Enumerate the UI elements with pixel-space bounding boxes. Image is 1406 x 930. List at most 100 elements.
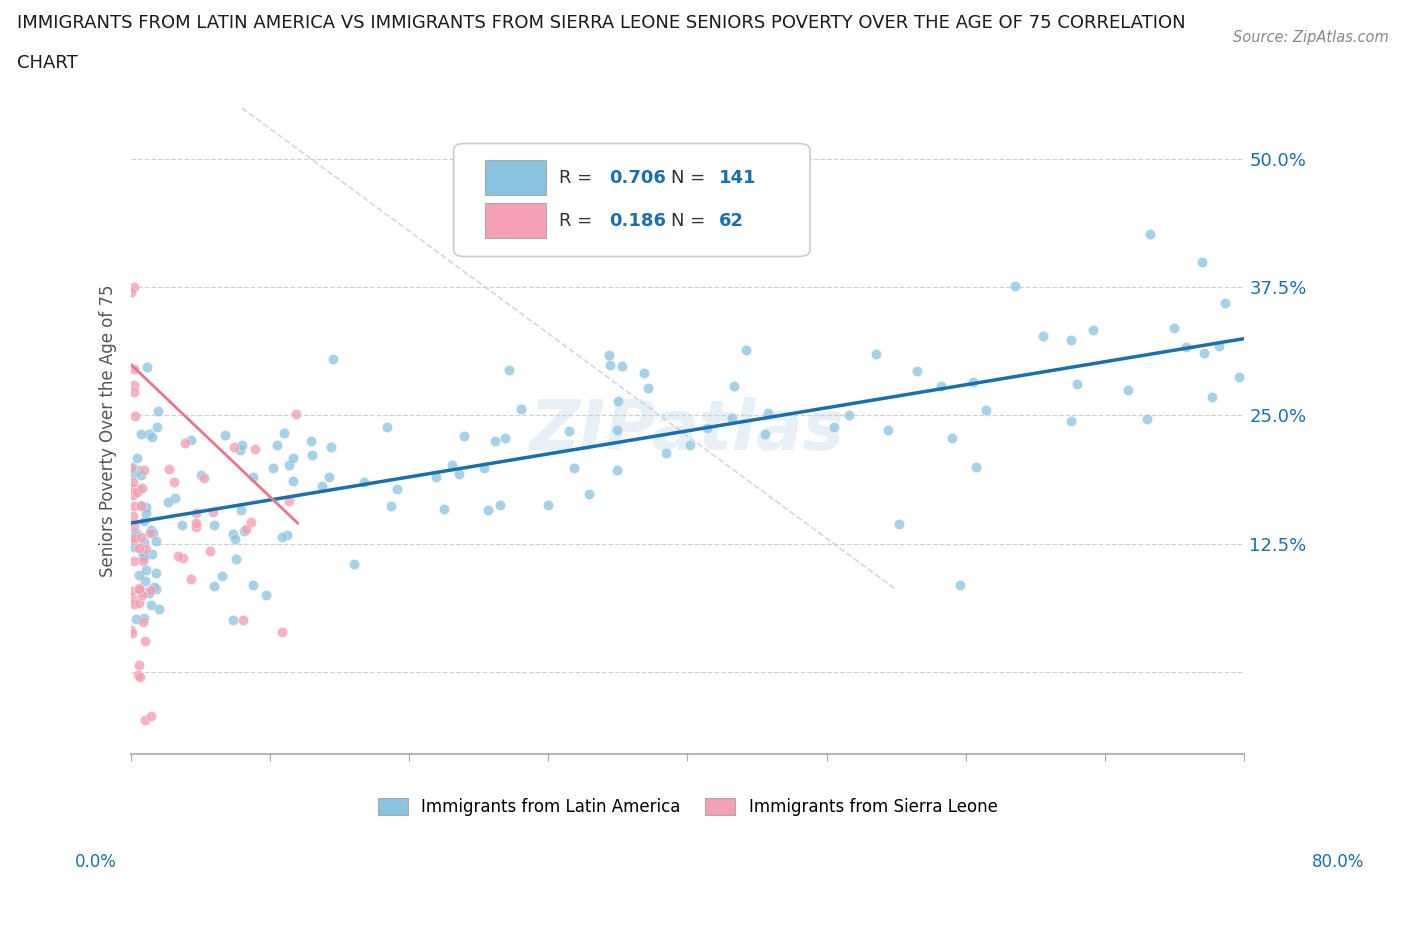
Point xyxy=(1139,226,1161,241)
Point xyxy=(823,419,845,434)
Point xyxy=(128,596,150,611)
Point xyxy=(131,481,153,496)
Text: N =: N = xyxy=(671,168,711,187)
Point xyxy=(128,483,150,498)
Point xyxy=(121,467,143,482)
Point xyxy=(277,494,299,509)
Point xyxy=(122,498,145,513)
Point xyxy=(494,431,516,445)
Point xyxy=(321,440,343,455)
Point xyxy=(607,393,630,408)
Point xyxy=(262,460,284,475)
Point xyxy=(342,556,364,571)
Point xyxy=(122,554,145,569)
Point xyxy=(606,423,628,438)
Text: 0.706: 0.706 xyxy=(610,168,666,187)
Point xyxy=(135,506,157,521)
Point xyxy=(273,426,295,441)
Point xyxy=(270,625,292,640)
Point xyxy=(172,518,194,533)
Point xyxy=(299,433,322,448)
Point xyxy=(243,442,266,457)
Point xyxy=(167,549,190,564)
Point xyxy=(190,468,212,483)
Point xyxy=(380,498,402,513)
Point xyxy=(139,709,162,724)
Point xyxy=(1215,296,1237,311)
Point xyxy=(202,505,225,520)
Point xyxy=(488,498,510,512)
Point xyxy=(145,565,167,580)
Point xyxy=(599,358,621,373)
Text: ZIPatlas: ZIPatlas xyxy=(530,397,845,464)
Point xyxy=(679,438,702,453)
Text: R =: R = xyxy=(560,168,599,187)
Point xyxy=(148,602,170,617)
Text: R =: R = xyxy=(560,212,599,230)
Point xyxy=(128,658,150,672)
Point xyxy=(121,591,143,605)
Point xyxy=(129,468,152,483)
Point xyxy=(562,460,585,475)
Point xyxy=(202,517,225,532)
Point xyxy=(142,525,165,540)
Point xyxy=(122,519,145,534)
Point xyxy=(165,491,187,506)
Point xyxy=(1066,377,1088,392)
Point xyxy=(141,547,163,562)
Point xyxy=(120,481,142,496)
Point xyxy=(120,583,142,598)
Y-axis label: Seniors Poverty Over the Age of 75: Seniors Poverty Over the Age of 75 xyxy=(100,285,117,578)
Point xyxy=(271,529,294,544)
Bar xyxy=(485,203,546,238)
Point xyxy=(242,578,264,592)
Point xyxy=(122,539,145,554)
Point xyxy=(905,364,928,379)
Point xyxy=(1081,323,1104,338)
Point xyxy=(385,482,408,497)
Point xyxy=(1032,328,1054,343)
Point xyxy=(145,582,167,597)
Point xyxy=(124,408,146,423)
Point xyxy=(139,523,162,538)
Point xyxy=(222,526,245,541)
Point xyxy=(172,551,194,565)
Point xyxy=(277,458,299,473)
Point xyxy=(120,534,142,549)
Text: Source: ZipAtlas.com: Source: ZipAtlas.com xyxy=(1233,30,1389,45)
Point xyxy=(121,527,143,542)
Point xyxy=(131,498,153,513)
Point xyxy=(134,633,156,648)
Point xyxy=(941,431,963,445)
Point xyxy=(633,365,655,380)
Point xyxy=(121,459,143,474)
Point xyxy=(174,435,197,450)
Point xyxy=(132,549,155,564)
Point xyxy=(131,614,153,629)
Point xyxy=(1060,414,1083,429)
Point xyxy=(962,375,984,390)
Point xyxy=(612,359,634,374)
Point xyxy=(637,380,659,395)
Point xyxy=(441,458,464,472)
Point xyxy=(180,571,202,586)
Point xyxy=(157,495,180,510)
Point xyxy=(537,498,560,512)
Point xyxy=(141,430,163,445)
Point xyxy=(120,461,142,476)
Point xyxy=(472,461,495,476)
Text: 141: 141 xyxy=(718,168,756,187)
Point xyxy=(211,568,233,583)
Point xyxy=(134,573,156,588)
Point xyxy=(135,499,157,514)
Point xyxy=(132,513,155,528)
Point xyxy=(606,463,628,478)
Point xyxy=(224,440,246,455)
Point xyxy=(447,467,470,482)
Point xyxy=(865,347,887,362)
Point xyxy=(180,433,202,448)
Point xyxy=(134,611,156,626)
Point xyxy=(131,588,153,603)
Point xyxy=(135,541,157,556)
Bar xyxy=(485,160,546,195)
